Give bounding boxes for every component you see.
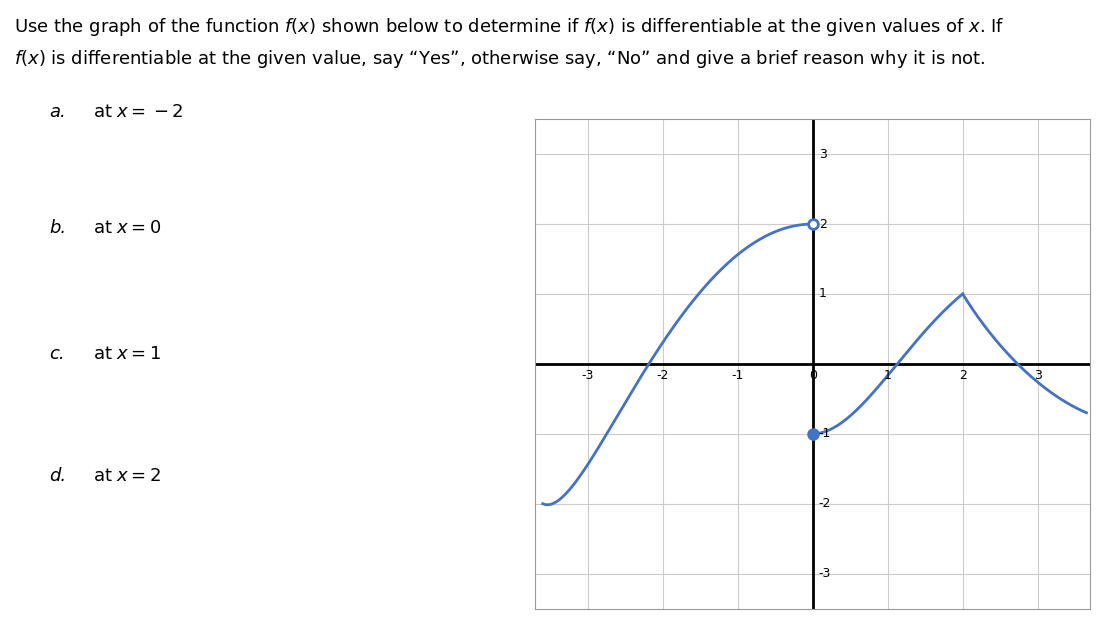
Text: at $x = 0$: at $x = 0$ [93, 219, 162, 237]
Text: 2: 2 [958, 370, 967, 383]
Text: $f(x)$ is differentiable at the given value, say “Yes”, otherwise say, “No” and : $f(x)$ is differentiable at the given va… [14, 48, 986, 70]
Text: at $x = 1$: at $x = 1$ [93, 345, 162, 363]
Text: -1: -1 [819, 427, 831, 440]
Text: c.: c. [49, 345, 65, 363]
Text: Use the graph of the function $f(x)$ shown below to determine if $f(x)$ is diffe: Use the graph of the function $f(x)$ sho… [14, 16, 1004, 38]
Text: -2: -2 [656, 370, 669, 383]
Text: -1: -1 [732, 370, 744, 383]
Text: at $x = 2$: at $x = 2$ [93, 467, 162, 485]
Text: 0: 0 [809, 370, 817, 383]
Text: d.: d. [49, 467, 67, 485]
Text: -3: -3 [581, 370, 593, 383]
Text: 2: 2 [819, 218, 826, 231]
Text: 3: 3 [819, 147, 826, 160]
Text: 1: 1 [819, 287, 826, 301]
Text: b.: b. [49, 219, 67, 237]
Text: -2: -2 [819, 497, 831, 510]
Text: at $x = -2$: at $x = -2$ [93, 103, 184, 121]
Text: a.: a. [49, 103, 66, 121]
Text: -3: -3 [819, 567, 831, 580]
Text: 1: 1 [884, 370, 891, 383]
Text: 3: 3 [1034, 370, 1042, 383]
